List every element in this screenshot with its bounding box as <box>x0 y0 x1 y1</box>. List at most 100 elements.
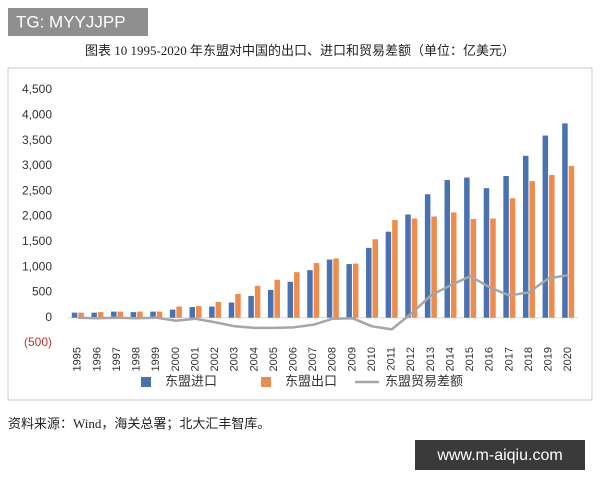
x-tick-label: 1997 <box>111 347 123 371</box>
bar <box>326 259 333 318</box>
x-tick-label: 2018 <box>523 347 535 371</box>
x-tick-label: 2007 <box>307 347 319 371</box>
bar <box>71 312 78 318</box>
y-tick-label: 4,500 <box>22 82 52 96</box>
bar <box>130 312 137 318</box>
bar <box>385 231 392 318</box>
bar <box>176 306 182 318</box>
legend-label: 东盟出口 <box>285 373 337 388</box>
x-tick-label: 2004 <box>248 347 260 371</box>
x-tick-label: 2016 <box>484 347 496 371</box>
y-tick-label: 0 <box>45 310 52 324</box>
line <box>77 273 569 331</box>
bar <box>352 263 359 318</box>
x-tick-label: 2003 <box>229 347 241 371</box>
x-tick-label: 1998 <box>131 347 143 371</box>
bar <box>562 123 568 318</box>
bar <box>542 135 549 318</box>
bar <box>117 311 124 318</box>
y-tick-label: 2,500 <box>22 183 52 197</box>
bar <box>248 295 254 318</box>
x-tick-label: 2011 <box>386 347 398 371</box>
bar <box>111 311 117 318</box>
bar <box>483 188 490 318</box>
x-tick-label: 2005 <box>268 347 280 371</box>
source-note: 资料来源：Wind，海关总署；北大汇丰智库。 <box>8 416 270 432</box>
bar <box>366 247 372 318</box>
y-tick-label: 3,500 <box>22 133 52 147</box>
x-tick-label: 2012 <box>405 347 417 371</box>
x-tick-label: 2006 <box>287 347 299 371</box>
chart-frame <box>7 67 593 401</box>
bar <box>470 219 477 318</box>
bar <box>464 177 470 318</box>
bar <box>529 181 535 318</box>
x-tick-label: 2015 <box>464 347 476 371</box>
bar <box>405 214 411 318</box>
legend-swatch <box>141 377 151 387</box>
y-tick-label: 500 <box>32 285 52 299</box>
x-tick-label: 2013 <box>425 347 437 371</box>
x-tick-label: 2020 <box>562 347 574 371</box>
bar <box>156 311 163 318</box>
x-tick-label: 2010 <box>366 347 378 371</box>
y-tick-label: 1,000 <box>22 259 52 273</box>
bar <box>78 312 84 318</box>
x-tick-label: 2019 <box>542 347 554 371</box>
bar <box>235 293 241 318</box>
bar <box>451 212 457 318</box>
bar <box>287 281 294 318</box>
x-tick-label: 1996 <box>91 347 103 371</box>
bar <box>215 302 222 318</box>
bar <box>254 285 261 318</box>
bar <box>97 312 104 318</box>
y-tick-label: 2,000 <box>22 209 52 223</box>
legend-label: 东盟进口 <box>165 373 217 388</box>
bar <box>228 302 235 318</box>
x-tick-label: 2008 <box>327 347 339 371</box>
bar <box>503 176 509 318</box>
y-tick-label: 4,000 <box>22 107 52 121</box>
bar <box>346 264 352 318</box>
bar <box>313 263 320 318</box>
bar <box>568 165 575 318</box>
x-tick-label: 2017 <box>503 347 515 371</box>
x-tick-label: 2009 <box>346 347 358 371</box>
chart-title: 图表 10 1995-2020 年东盟对中国的出口、进口和贸易差额（单位：亿美元… <box>85 43 515 58</box>
bar <box>411 218 418 318</box>
bar <box>509 198 516 318</box>
watermark: www.m-aiqiu.com <box>436 447 562 464</box>
bar <box>333 258 339 318</box>
x-tick-label: 2002 <box>209 347 221 371</box>
watermark-box <box>415 440 585 470</box>
bar <box>137 311 143 318</box>
bar <box>372 239 379 318</box>
bar <box>424 194 431 318</box>
legend-swatch <box>261 377 271 387</box>
legend-label: 东盟贸易差额 <box>385 373 463 388</box>
bar <box>274 279 280 318</box>
y-tick-label: 1,500 <box>22 234 52 248</box>
bar <box>392 220 398 318</box>
bar <box>490 218 496 318</box>
bar <box>267 289 274 318</box>
y-tick-label: (500) <box>24 335 52 349</box>
bar <box>549 175 555 318</box>
bar <box>91 312 97 318</box>
x-tick-label: 2014 <box>444 347 456 371</box>
bar <box>294 272 300 318</box>
x-tick-label: 2000 <box>170 347 182 371</box>
bar <box>169 309 176 318</box>
y-tick-label: 3,000 <box>22 158 52 172</box>
x-tick-label: 1995 <box>72 347 84 371</box>
watermark-box <box>8 8 148 36</box>
bar <box>431 216 437 318</box>
watermark: TG: MYYJJPP <box>16 12 126 31</box>
bar <box>444 180 450 318</box>
x-tick-label: 1999 <box>150 347 162 371</box>
bar <box>196 306 202 318</box>
bar <box>522 155 529 318</box>
bar <box>209 306 215 318</box>
bar <box>189 307 195 318</box>
bar <box>307 270 313 318</box>
